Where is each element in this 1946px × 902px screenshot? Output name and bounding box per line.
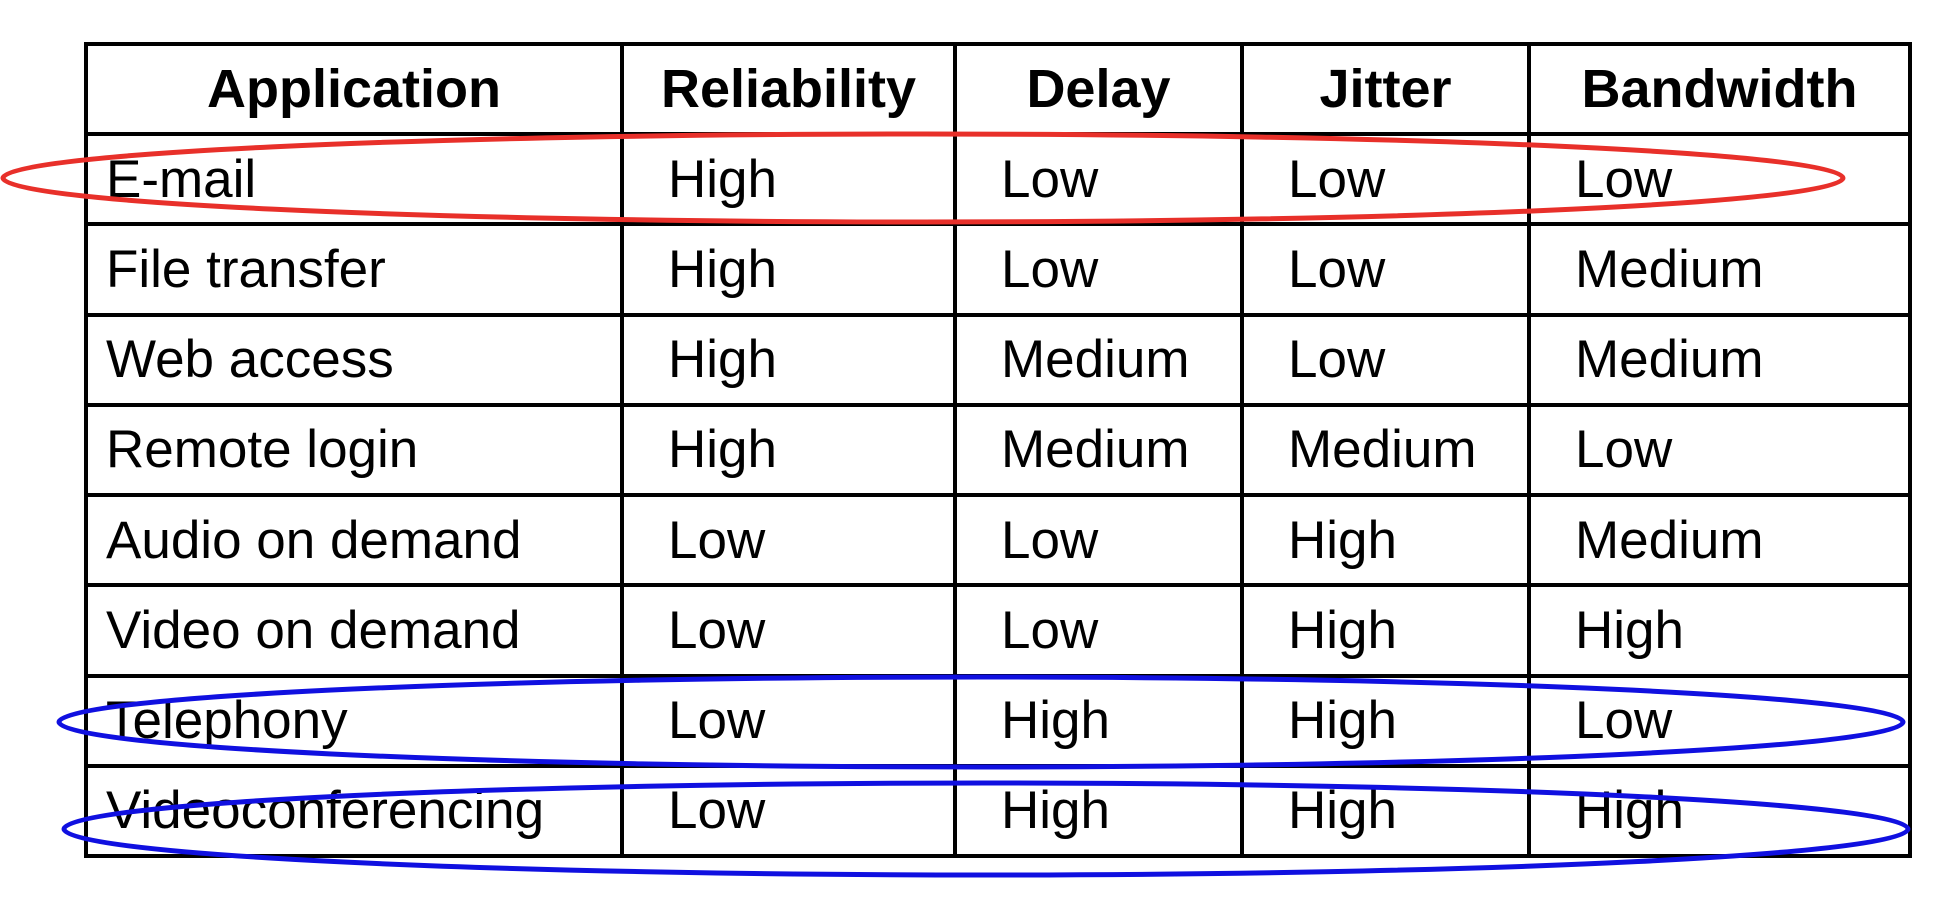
cell-bandwidth: Low (1527, 402, 1912, 498)
cell-jitter: High (1240, 763, 1531, 859)
cell-application: Audio on demand (84, 492, 624, 588)
cell-delay: Low (953, 222, 1244, 317)
cell-application: File transfer (84, 222, 624, 317)
cell-reliability: Low (620, 763, 957, 859)
cell-delay: High (953, 763, 1244, 859)
cell-reliability: Low (620, 583, 957, 678)
table-header-row: Application Reliability Delay Jitter Ban… (84, 42, 1912, 136)
cell-delay: Low (953, 131, 1244, 227)
header-reliability: Reliability (620, 42, 957, 136)
cell-bandwidth: Low (1527, 673, 1912, 768)
cell-reliability: Low (620, 492, 957, 588)
cell-jitter: High (1240, 583, 1531, 678)
cell-jitter: Low (1240, 131, 1531, 227)
cell-reliability: High (620, 312, 957, 407)
table-row: Videoconferencing Low High High High (84, 763, 1912, 859)
header-delay: Delay (953, 42, 1244, 136)
cell-application: Video on demand (84, 583, 624, 678)
cell-reliability: High (620, 402, 957, 498)
cell-application: Videoconferencing (84, 763, 624, 859)
cell-jitter: High (1240, 673, 1531, 768)
cell-jitter: Low (1240, 222, 1531, 317)
cell-reliability: Low (620, 673, 957, 768)
header-jitter: Jitter (1240, 42, 1531, 136)
cell-reliability: High (620, 222, 957, 317)
cell-bandwidth: Medium (1527, 222, 1912, 317)
table-row: Video on demand Low Low High High (84, 583, 1912, 678)
table-row: Web access High Medium Low Medium (84, 312, 1912, 407)
header-bandwidth: Bandwidth (1527, 42, 1912, 136)
cell-bandwidth: High (1527, 763, 1912, 859)
cell-jitter: Low (1240, 312, 1531, 407)
cell-application: Web access (84, 312, 624, 407)
cell-bandwidth: Medium (1527, 312, 1912, 407)
cell-delay: Medium (953, 312, 1244, 407)
cell-delay: Low (953, 583, 1244, 678)
cell-application: Remote login (84, 402, 624, 498)
qos-requirements-table: Application Reliability Delay Jitter Ban… (84, 42, 1912, 859)
header-application: Application (84, 42, 624, 136)
table-row: Audio on demand Low Low High Medium (84, 492, 1912, 588)
cell-jitter: Medium (1240, 402, 1531, 498)
table-row: Remote login High Medium Medium Low (84, 402, 1912, 498)
cell-application: Telephony (84, 673, 624, 768)
cell-delay: Medium (953, 402, 1244, 498)
table-row: E-mail High Low Low Low (84, 131, 1912, 227)
cell-application: E-mail (84, 131, 624, 227)
cell-delay: High (953, 673, 1244, 768)
cell-delay: Low (953, 492, 1244, 588)
cell-bandwidth: High (1527, 583, 1912, 678)
table-row: File transfer High Low Low Medium (84, 222, 1912, 317)
cell-bandwidth: Medium (1527, 492, 1912, 588)
table-row: Telephony Low High High Low (84, 673, 1912, 768)
cell-reliability: High (620, 131, 957, 227)
cell-jitter: High (1240, 492, 1531, 588)
cell-bandwidth: Low (1527, 131, 1912, 227)
